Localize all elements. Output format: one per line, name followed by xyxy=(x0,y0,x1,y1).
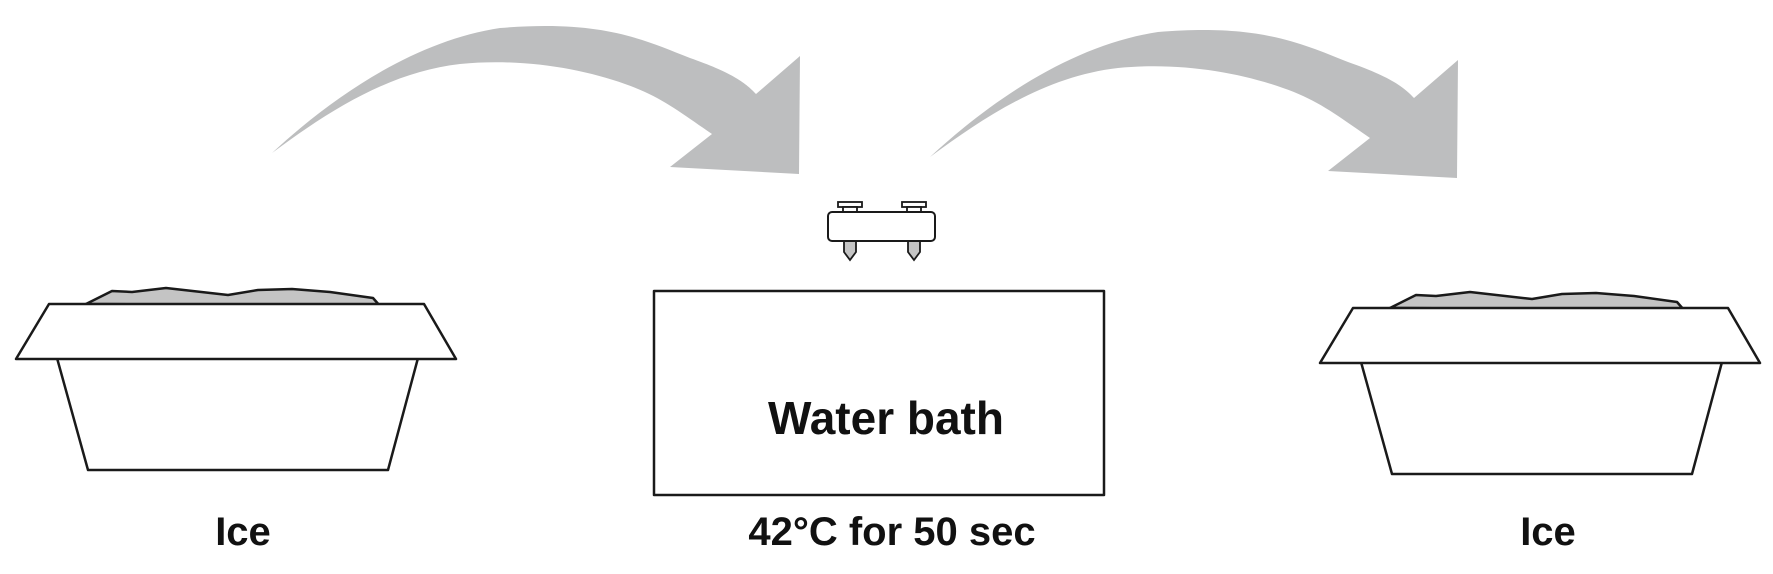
curved-arrow-icon xyxy=(272,26,800,174)
ice-tray-basin xyxy=(1359,360,1724,476)
ice-pile xyxy=(1388,290,1686,312)
condition-label: 42°C for 50 sec xyxy=(748,510,1035,554)
ice-tray-rim xyxy=(1318,306,1762,365)
right-ice-label: Ice xyxy=(1520,510,1576,554)
curved-arrow-icon xyxy=(930,30,1458,178)
water-bath-icon xyxy=(652,289,1106,497)
ice-tray-rim xyxy=(14,302,458,361)
left-ice-label: Ice xyxy=(215,510,271,554)
ice-tray-basin xyxy=(55,356,420,472)
water-bath-label: Water bath xyxy=(768,392,1004,444)
ice-tray-icon xyxy=(14,286,458,472)
ice-pile xyxy=(84,286,382,308)
tube-rack-icon xyxy=(827,201,936,262)
tube-tip-left xyxy=(843,239,857,262)
tube-rack-body xyxy=(827,211,936,242)
ice-tray-icon xyxy=(1318,290,1762,476)
tube-tip-right xyxy=(907,239,921,262)
